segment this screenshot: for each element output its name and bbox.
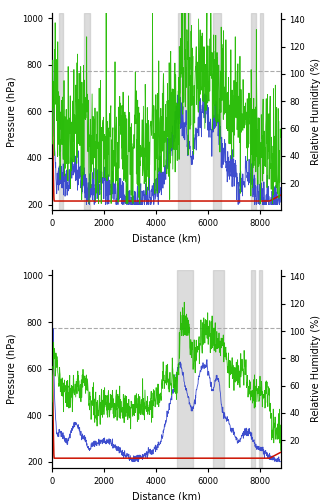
Y-axis label: Relative Humidity (%): Relative Humidity (%) bbox=[311, 58, 321, 165]
Bar bbox=[84, 12, 90, 210]
Bar bbox=[259, 270, 263, 468]
Bar bbox=[252, 12, 256, 210]
Bar bbox=[213, 12, 221, 210]
X-axis label: Distance (km): Distance (km) bbox=[132, 234, 201, 244]
Y-axis label: Relative Humidity (%): Relative Humidity (%) bbox=[311, 315, 321, 422]
Bar bbox=[213, 270, 224, 468]
Bar bbox=[178, 12, 190, 210]
Bar bbox=[59, 12, 63, 210]
Bar bbox=[177, 270, 193, 468]
X-axis label: Distance (km): Distance (km) bbox=[132, 491, 201, 500]
Y-axis label: Pressure (hPa): Pressure (hPa) bbox=[6, 334, 16, 404]
Y-axis label: Pressure (hPa): Pressure (hPa) bbox=[6, 76, 16, 146]
Bar bbox=[250, 270, 255, 468]
Bar bbox=[260, 12, 264, 210]
